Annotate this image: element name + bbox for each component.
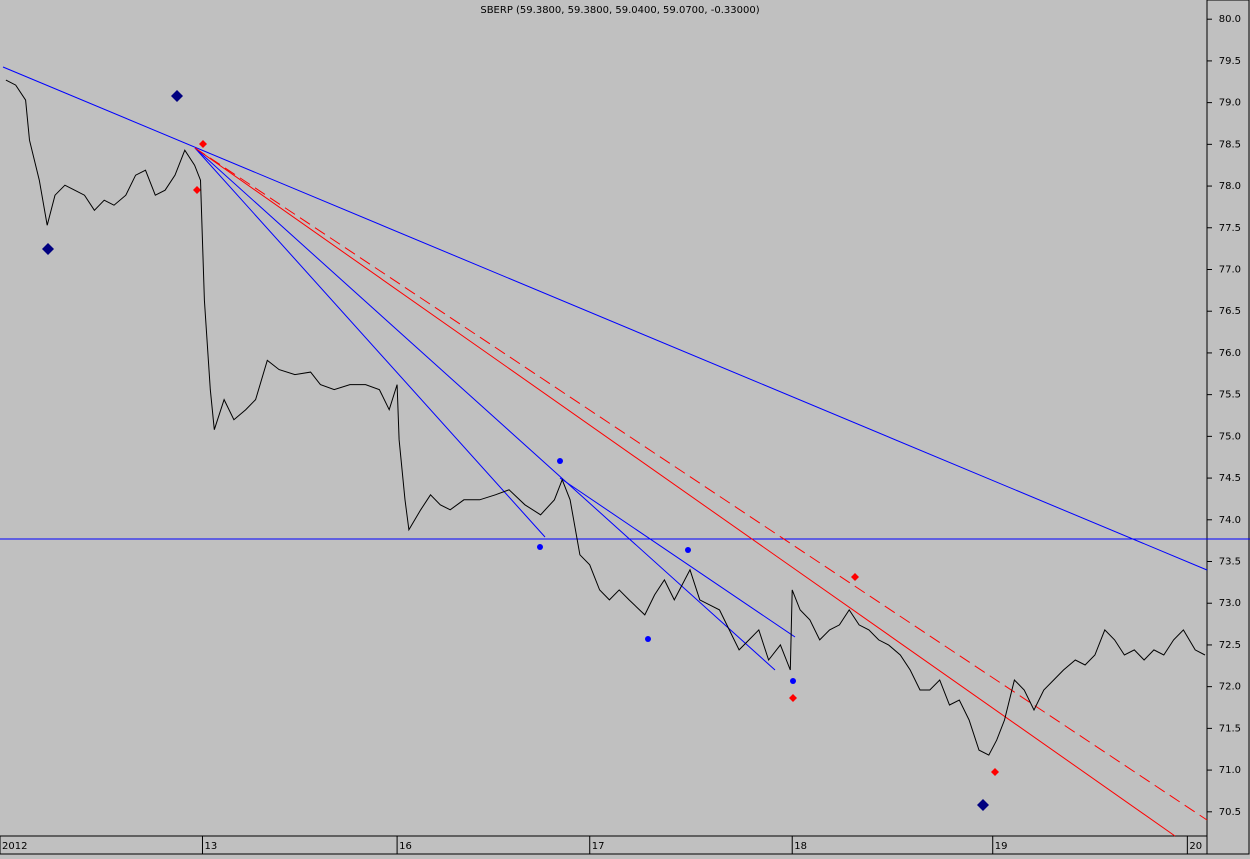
marker [851, 573, 859, 581]
marker [685, 547, 691, 553]
trendline [194, 147, 776, 671]
marker [789, 694, 797, 702]
y-tick-label: 80.0 [1219, 14, 1241, 25]
x-tick-label: 19 [995, 841, 1008, 852]
y-tick-label: 76.0 [1219, 348, 1241, 359]
y-tick-label: 70.5 [1219, 807, 1241, 818]
marker [790, 678, 796, 684]
y-tick-label: 78.0 [1219, 181, 1241, 192]
price-line [5, 79, 1206, 756]
x-tick-label: 18 [794, 841, 807, 852]
chart-title: SBERP (59.3800, 59.3800, 59.0400, 59.070… [480, 5, 759, 16]
x-tick-label: 16 [399, 841, 412, 852]
x-tick-label: 20 [1189, 841, 1202, 852]
y-tick-label: 75.0 [1219, 431, 1241, 442]
trendline [559, 477, 796, 638]
x-tick-label: 2012 [2, 841, 27, 852]
trendline [194, 147, 1208, 821]
y-tick-label: 77.0 [1219, 264, 1241, 275]
marker [977, 799, 989, 811]
y-tick-label: 73.5 [1219, 557, 1241, 568]
trendline [194, 147, 1176, 837]
marker [193, 186, 201, 194]
y-tick-label: 73.0 [1219, 598, 1241, 609]
y-tick-label: 72.5 [1219, 640, 1241, 651]
y-tick-label: 75.5 [1219, 390, 1241, 401]
y-tick-label: 79.0 [1219, 98, 1241, 109]
marker [42, 243, 54, 255]
y-tick-label: 74.5 [1219, 473, 1241, 484]
y-tick-label: 79.5 [1219, 56, 1241, 67]
marker [171, 90, 183, 102]
trendline [2, 66, 1208, 571]
y-tick-label: 72.0 [1219, 682, 1241, 693]
marker [557, 458, 563, 464]
y-tick-label: 78.5 [1219, 139, 1241, 150]
y-tick-label: 71.0 [1219, 765, 1241, 776]
y-tick-label: 71.5 [1219, 723, 1241, 734]
marker [991, 768, 999, 776]
x-tick-label: 13 [204, 841, 217, 852]
x-axis-panel [0, 835, 1208, 855]
marker [645, 636, 651, 642]
y-tick-label: 77.5 [1219, 223, 1241, 234]
trendlines [0, 66, 1250, 837]
y-axis-panel [1206, 0, 1250, 855]
trendline [194, 147, 546, 538]
x-tick-label: 17 [592, 841, 605, 852]
y-tick-label: 76.5 [1219, 306, 1241, 317]
marker [199, 140, 207, 148]
marker [537, 544, 543, 550]
y-tick-label: 74.0 [1219, 515, 1241, 526]
markers [42, 90, 999, 811]
